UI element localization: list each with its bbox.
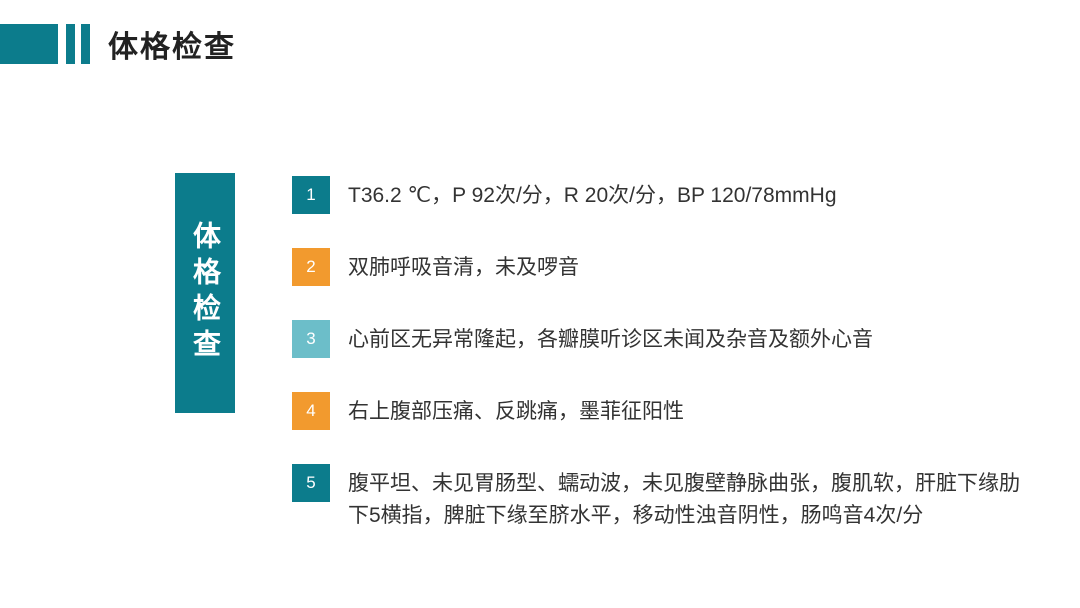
list-item-number: 5 (292, 464, 330, 502)
header-accent-bar-long (0, 24, 58, 64)
list-item: 4 右上腹部压痛、反跳痛，墨菲征阳性 (292, 392, 1032, 430)
list-item: 2 双肺呼吸音清，未及啰音 (292, 248, 1032, 286)
slide: 体格检查 体格检查 1 T36.2 ℃，P 92次/分，R 20次/分，BP 1… (0, 0, 1080, 608)
header-accent-bar-short-1 (66, 24, 75, 64)
list-item-text: 右上腹部压痛、反跳痛，墨菲征阳性 (348, 392, 1032, 428)
list-item-text: 双肺呼吸音清，未及啰音 (348, 248, 1032, 284)
list-item-text: 心前区无异常隆起，各瓣膜听诊区未闻及杂音及额外心音 (348, 320, 1032, 356)
list-item: 1 T36.2 ℃，P 92次/分，R 20次/分，BP 120/78mmHg (292, 176, 1032, 214)
exam-list: 1 T36.2 ℃，P 92次/分，R 20次/分，BP 120/78mmHg … (292, 176, 1032, 531)
list-item: 5 腹平坦、未见胃肠型、蠕动波，未见腹壁静脉曲张，腹肌软，肝脏下缘肋下5横指，脾… (292, 464, 1032, 531)
list-item-text: 腹平坦、未见胃肠型、蠕动波，未见腹壁静脉曲张，腹肌软，肝脏下缘肋下5横指，脾脏下… (348, 464, 1032, 531)
header-accent-bars-short (66, 24, 90, 64)
header-accent-bar-short-2 (81, 24, 90, 64)
page-title: 体格检查 (108, 22, 236, 66)
list-item-number: 1 (292, 176, 330, 214)
list-item-number: 4 (292, 392, 330, 430)
slide-header: 体格检查 (0, 22, 236, 66)
list-item-number: 2 (292, 248, 330, 286)
list-item-text: T36.2 ℃，P 92次/分，R 20次/分，BP 120/78mmHg (348, 176, 1032, 212)
section-label-text: 体格检查 (185, 221, 225, 365)
section-label-box: 体格检查 (175, 173, 235, 413)
list-item-number: 3 (292, 320, 330, 358)
list-item: 3 心前区无异常隆起，各瓣膜听诊区未闻及杂音及额外心音 (292, 320, 1032, 358)
